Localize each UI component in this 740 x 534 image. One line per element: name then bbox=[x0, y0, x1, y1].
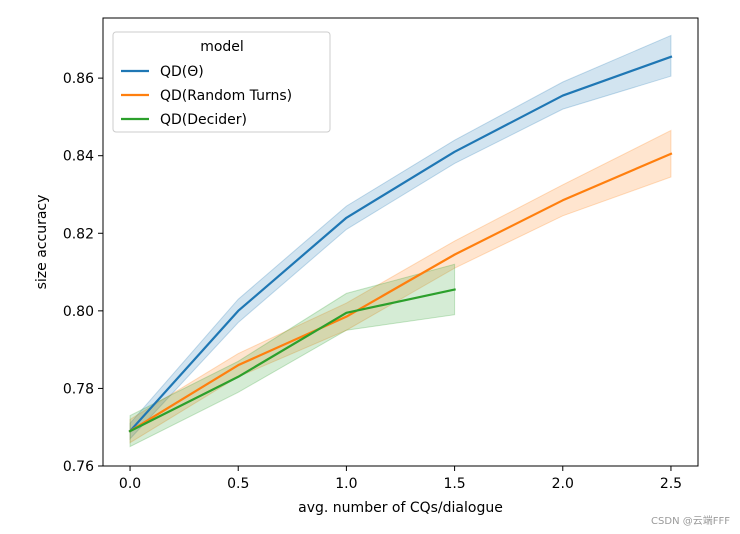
y-tick-label: 0.78 bbox=[63, 381, 94, 397]
legend-label-2: QD(Decider) bbox=[160, 112, 247, 128]
plot-area bbox=[102, 17, 699, 467]
x-tick-label: 0.0 bbox=[119, 476, 141, 492]
legend-box bbox=[112, 31, 331, 133]
x-axis-ticks: 0.0 0.5 1.0 1.5 2.0 2.5 bbox=[119, 466, 682, 492]
series-line-1 bbox=[128, 152, 673, 433]
y-tick-label: 0.80 bbox=[63, 304, 94, 320]
y-axis-ticks: 0.76 0.78 0.80 0.82 0.84 0.86 bbox=[63, 71, 103, 475]
y-tick-label: 0.84 bbox=[63, 149, 94, 165]
legend-title: model bbox=[200, 39, 244, 55]
x-tick-label: 2.0 bbox=[552, 476, 574, 492]
x-tick-label: 1.5 bbox=[443, 476, 465, 492]
legend: model QD(Θ) QD(Random Turns) QD(Decider) bbox=[112, 31, 331, 133]
watermark: CSDN @云端FFF bbox=[651, 514, 730, 527]
y-axis-label: size accuracy bbox=[34, 195, 50, 290]
axes-frame bbox=[102, 17, 699, 467]
y-tick-label: 0.82 bbox=[63, 226, 94, 242]
y-tick-label: 0.86 bbox=[63, 71, 94, 87]
series-line-2 bbox=[128, 288, 456, 433]
series-lines bbox=[128, 55, 673, 433]
x-tick-label: 0.5 bbox=[227, 476, 249, 492]
legend-label-0: QD(Θ) bbox=[160, 64, 204, 80]
x-tick-label: 1.0 bbox=[335, 476, 357, 492]
legend-items: QD(Θ) QD(Random Turns) QD(Decider) bbox=[121, 64, 292, 128]
legend-label-1: QD(Random Turns) bbox=[160, 88, 292, 104]
series-line-0 bbox=[128, 55, 673, 433]
band-2 bbox=[129, 263, 456, 448]
x-axis-label: avg. number of CQs/dialogue bbox=[298, 500, 503, 516]
y-tick-label: 0.76 bbox=[63, 459, 94, 475]
x-tick-label: 2.5 bbox=[660, 476, 682, 492]
